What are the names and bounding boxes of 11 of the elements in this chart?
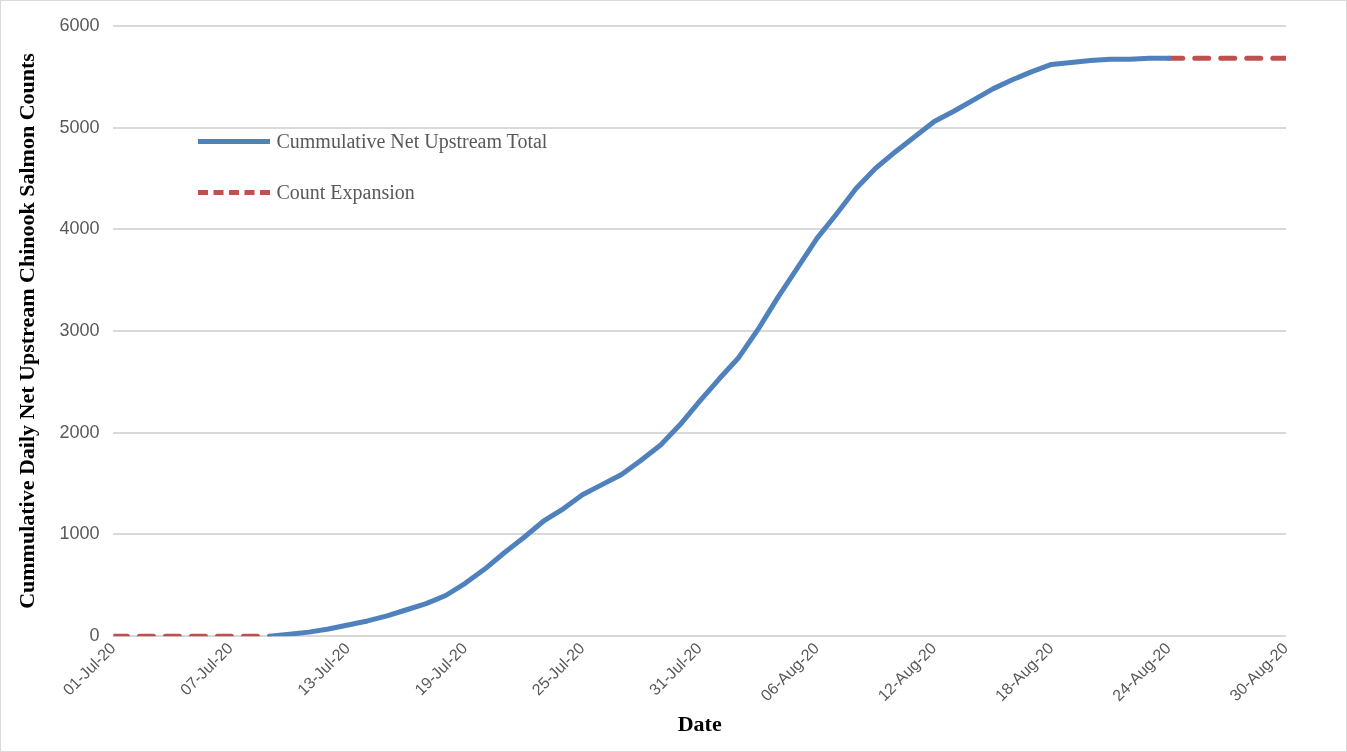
y-tick-label: 1000 <box>59 523 100 544</box>
legend-label: Count Expansion <box>276 180 415 204</box>
y-tick-label: 2000 <box>59 421 100 442</box>
legend-label: Cummulative Net Upstream Total <box>276 129 548 153</box>
y-tick-label: 3000 <box>59 319 100 340</box>
y-axis-title: Cummulative Daily Net Upstream Chinook Salmon Counts <box>13 52 39 609</box>
y-tick-label: 5000 <box>59 116 100 137</box>
x-axis-title: Date <box>677 711 722 737</box>
y-tick-label: 0 <box>89 625 100 646</box>
y-tick-label: 6000 <box>59 14 100 35</box>
y-tick-label: 4000 <box>59 218 100 239</box>
